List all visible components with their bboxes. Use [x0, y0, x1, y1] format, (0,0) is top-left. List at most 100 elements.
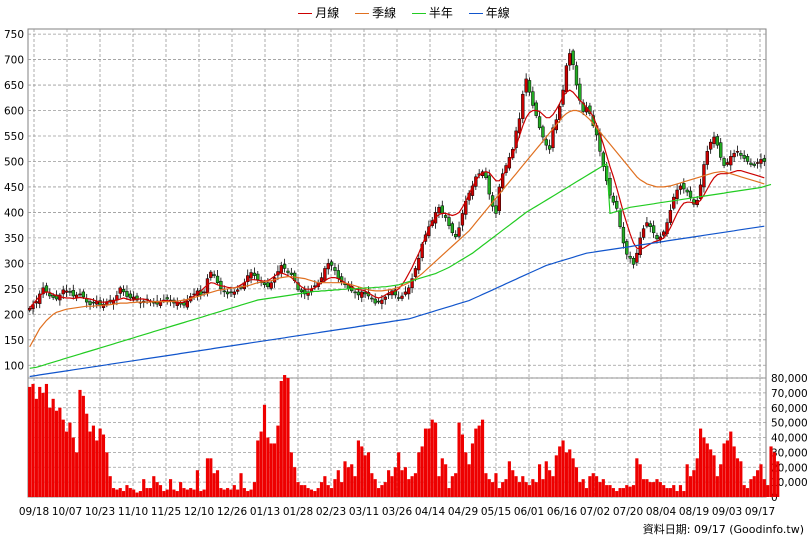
volume-bar	[628, 486, 632, 497]
volume-bar	[480, 419, 485, 497]
volume-bar	[558, 446, 562, 497]
candle-body	[635, 252, 639, 263]
candle-body	[662, 231, 666, 236]
candle-body	[407, 287, 411, 295]
candle-body	[655, 235, 659, 240]
candle-body	[212, 274, 216, 276]
volume-bar	[517, 482, 522, 497]
x-tick-label: 09/03	[712, 506, 742, 518]
volume-bar	[199, 491, 203, 497]
candle-body	[568, 53, 572, 66]
candle-body	[668, 210, 673, 223]
candle-body	[61, 289, 65, 295]
legend-item-quarterly: 季線	[355, 4, 396, 21]
volume-bar	[299, 485, 303, 497]
candle-body	[755, 162, 760, 164]
chart-legend: 月線 季線 半年 年線	[0, 4, 808, 21]
volume-bar	[98, 428, 102, 497]
candle-body	[443, 215, 448, 218]
volume-bar	[608, 485, 612, 497]
volume-bar	[95, 440, 99, 497]
candle-body	[135, 295, 139, 301]
volume-bar	[111, 488, 116, 497]
volume-bar	[464, 452, 468, 497]
volume-y-tick-label: 10,000	[771, 477, 808, 489]
candle-body	[729, 156, 733, 166]
candle-body	[547, 145, 552, 150]
volume-bar	[678, 485, 683, 497]
candle-body	[81, 291, 86, 298]
volume-bar	[262, 404, 267, 497]
price-y-tick-label: 700	[4, 55, 24, 67]
volume-bar	[735, 458, 740, 497]
candle-body	[735, 151, 740, 153]
x-tick-label: 01/28	[283, 506, 313, 518]
candle-body	[712, 136, 716, 144]
candle-body	[682, 183, 686, 190]
candle-body	[494, 205, 498, 214]
volume-bar	[601, 479, 605, 497]
volume-bar	[330, 488, 334, 497]
volume-bar	[672, 485, 676, 497]
volume-bar	[336, 470, 340, 497]
candle-body	[266, 282, 270, 288]
x-tick-label: 06/16	[547, 506, 578, 518]
volume-bar	[440, 458, 444, 497]
candle-body	[558, 106, 562, 120]
volume-bar	[125, 485, 129, 497]
candle-body	[303, 289, 307, 295]
volume-bar	[279, 380, 283, 497]
candle-body	[91, 301, 96, 304]
volume-bar	[91, 425, 95, 497]
volume-bar	[702, 437, 706, 497]
candle-body	[246, 275, 250, 282]
candle-body	[121, 289, 126, 293]
candle-body	[705, 151, 709, 165]
volume-bar	[467, 464, 471, 497]
volume-bar	[376, 488, 381, 497]
price-y-tick-label: 650	[4, 80, 24, 92]
volume-y-tick-label: 30,000	[771, 447, 808, 459]
volume-bar	[323, 476, 327, 497]
volume-bar	[591, 473, 595, 497]
volume-bar	[595, 476, 599, 497]
price-y-tick-label: 550	[4, 131, 24, 143]
legend-label-half-year: 半年	[428, 6, 453, 20]
volume-bar	[145, 488, 149, 497]
candle-body	[645, 222, 649, 227]
volume-bar	[283, 375, 287, 497]
x-tick-label: 08/04	[646, 506, 677, 518]
x-tick-label: 01/13	[250, 506, 280, 518]
volume-bar	[185, 489, 189, 497]
volume-bar	[326, 485, 330, 497]
volume-bar	[239, 473, 243, 497]
candle-body	[393, 289, 397, 296]
x-tick-label: 06/01	[514, 506, 544, 518]
volume-bar	[71, 437, 75, 497]
volume-bar	[719, 464, 723, 497]
volume-bar	[78, 389, 82, 497]
volume-bar	[81, 395, 85, 497]
volume-bar	[105, 452, 109, 497]
volume-bar	[360, 446, 364, 497]
volume-bar	[759, 464, 763, 497]
price-y-tick-label: 500	[4, 156, 24, 168]
volume-bar	[138, 491, 142, 497]
volume-bar	[715, 476, 719, 497]
price-y-tick-label: 100	[4, 360, 24, 372]
candle-body	[236, 289, 240, 292]
volume-bar	[739, 461, 743, 497]
volume-bar	[172, 489, 176, 497]
candle-body	[336, 270, 340, 279]
volume-bar	[551, 476, 555, 497]
price-y-tick-label: 750	[4, 29, 24, 41]
volume-bar	[625, 485, 629, 497]
volume-bar	[192, 489, 196, 497]
x-tick-label: 03/26	[382, 506, 413, 518]
volume-bar	[61, 419, 65, 497]
candle-body	[450, 223, 455, 234]
candle-body	[621, 226, 626, 244]
volume-bar	[615, 491, 619, 497]
x-tick-label: 07/20	[613, 506, 643, 518]
volume-bar	[417, 452, 421, 497]
